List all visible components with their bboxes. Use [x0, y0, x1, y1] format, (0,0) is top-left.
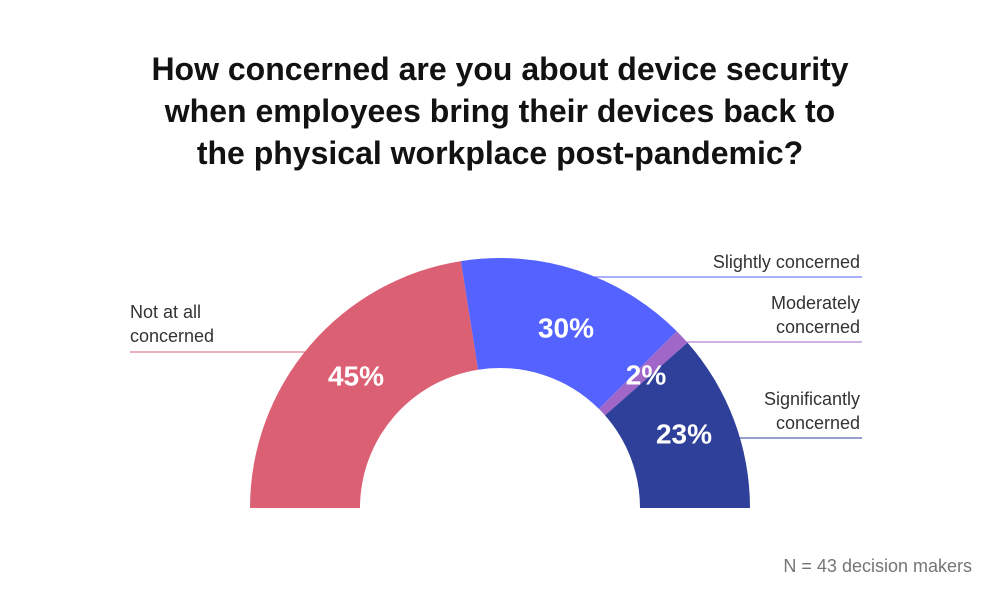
category-label-significantly-concerned: Significantly: [764, 389, 860, 409]
category-label-not-at-all-concerned: Not at all: [130, 302, 201, 322]
category-label-not-at-all-concerned: concerned: [130, 326, 214, 346]
chart-title-line-2: when employees bring their devices back …: [164, 93, 836, 129]
chart-title: How concerned are you about device secur…: [50, 48, 950, 174]
data-label-not-at-all-concerned: 45%: [328, 360, 384, 391]
category-label-slightly-concerned: Slightly concerned: [713, 252, 860, 272]
chart-title-line-3: the physical workplace post-pandemic?: [196, 135, 804, 171]
category-label-significantly-concerned: concerned: [776, 413, 860, 433]
category-label-moderately-concerned: Moderately: [771, 293, 860, 313]
category-label-moderately-concerned: concerned: [776, 317, 860, 337]
slice-not-at-all-concerned: [250, 261, 479, 508]
slice-slightly-concerned: [460, 258, 677, 410]
data-label-slightly-concerned: 30%: [538, 312, 594, 343]
data-label-moderately-concerned: 2%: [626, 359, 667, 390]
slice-moderately-concerned: [598, 331, 688, 416]
slice-significantly-concerned: [605, 342, 750, 508]
sample-size-note: N = 43 decision makers: [783, 556, 972, 576]
chart-title-line-1: How concerned are you about device secur…: [151, 51, 849, 87]
data-label-significantly-concerned: 23%: [656, 418, 712, 449]
